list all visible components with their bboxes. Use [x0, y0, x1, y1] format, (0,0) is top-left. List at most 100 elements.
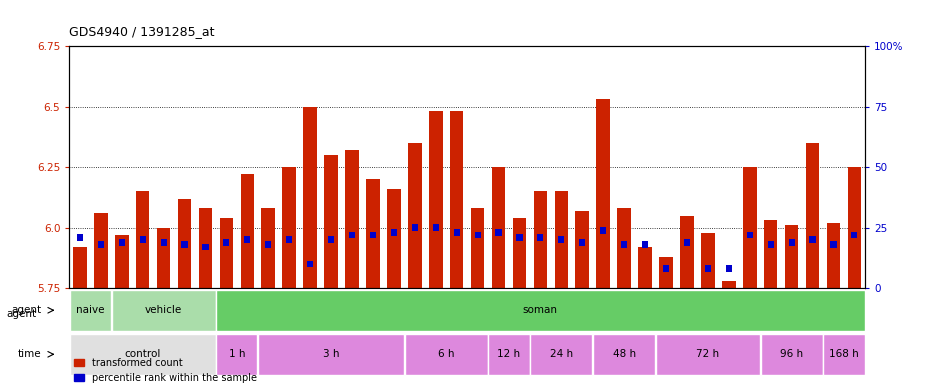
- Bar: [69, 334, 216, 374]
- Bar: [387, 189, 401, 288]
- Bar: [722, 281, 735, 288]
- Bar: [404, 334, 487, 374]
- Bar: [530, 334, 592, 374]
- Legend: transformed count, percentile rank within the sample: transformed count, percentile rank withi…: [74, 358, 257, 383]
- Text: 12 h: 12 h: [498, 349, 521, 359]
- Bar: [621, 241, 627, 248]
- Bar: [349, 232, 355, 238]
- Text: 1 h: 1 h: [228, 349, 245, 359]
- Bar: [223, 239, 229, 246]
- Bar: [680, 215, 694, 288]
- Bar: [450, 111, 463, 288]
- Bar: [593, 334, 655, 374]
- Text: soman: soman: [523, 305, 558, 315]
- Bar: [492, 167, 505, 288]
- Bar: [851, 232, 857, 238]
- Bar: [537, 234, 544, 241]
- Bar: [471, 209, 485, 288]
- Bar: [827, 223, 840, 288]
- Text: agent: agent: [11, 305, 42, 315]
- Text: vehicle: vehicle: [145, 305, 182, 315]
- Bar: [600, 227, 606, 233]
- Bar: [726, 265, 732, 272]
- Bar: [73, 247, 87, 288]
- Text: 96 h: 96 h: [780, 349, 803, 359]
- Bar: [216, 334, 257, 374]
- Bar: [453, 229, 460, 236]
- Bar: [156, 228, 170, 288]
- Bar: [118, 239, 125, 246]
- Bar: [161, 239, 166, 246]
- Bar: [112, 290, 216, 331]
- Bar: [345, 150, 359, 288]
- Bar: [617, 209, 631, 288]
- Text: 24 h: 24 h: [549, 349, 573, 359]
- Bar: [597, 99, 610, 288]
- Bar: [823, 334, 865, 374]
- Bar: [684, 239, 690, 246]
- Bar: [69, 290, 111, 331]
- Bar: [579, 239, 586, 246]
- Bar: [496, 229, 501, 236]
- Bar: [760, 334, 822, 374]
- Bar: [115, 235, 129, 288]
- Bar: [244, 237, 251, 243]
- Bar: [663, 265, 669, 272]
- Bar: [181, 241, 188, 248]
- Bar: [408, 143, 422, 288]
- Bar: [140, 237, 146, 243]
- Bar: [328, 237, 334, 243]
- Bar: [219, 218, 233, 288]
- Bar: [178, 199, 191, 288]
- Text: agent: agent: [6, 310, 37, 319]
- Bar: [660, 257, 672, 288]
- Bar: [94, 213, 107, 288]
- Bar: [433, 224, 438, 231]
- Bar: [199, 209, 212, 288]
- Text: 168 h: 168 h: [829, 349, 858, 359]
- Bar: [203, 244, 208, 250]
- Text: 3 h: 3 h: [323, 349, 339, 359]
- Bar: [764, 220, 778, 288]
- Bar: [98, 241, 104, 248]
- Bar: [77, 234, 83, 241]
- Text: time: time: [18, 349, 42, 359]
- Bar: [847, 167, 861, 288]
- Bar: [216, 290, 865, 331]
- Bar: [642, 241, 648, 248]
- Bar: [303, 107, 317, 288]
- Bar: [831, 241, 836, 248]
- Bar: [488, 334, 530, 374]
- Text: GDS4940 / 1391285_at: GDS4940 / 1391285_at: [69, 25, 215, 38]
- Text: 48 h: 48 h: [612, 349, 635, 359]
- Bar: [262, 209, 275, 288]
- Text: naive: naive: [76, 305, 105, 315]
- Bar: [286, 237, 292, 243]
- Bar: [475, 232, 481, 238]
- Bar: [429, 111, 442, 288]
- Bar: [325, 155, 338, 288]
- Bar: [809, 237, 816, 243]
- Bar: [412, 224, 418, 231]
- Text: 72 h: 72 h: [697, 349, 720, 359]
- Bar: [282, 167, 296, 288]
- Bar: [516, 234, 523, 241]
- Text: control: control: [125, 349, 161, 359]
- Bar: [559, 237, 564, 243]
- Bar: [390, 229, 397, 236]
- Bar: [307, 261, 314, 267]
- Bar: [366, 179, 380, 288]
- Bar: [136, 191, 150, 288]
- Bar: [265, 241, 271, 248]
- Bar: [788, 239, 795, 246]
- Bar: [240, 174, 254, 288]
- Bar: [806, 143, 820, 288]
- Bar: [784, 225, 798, 288]
- Bar: [656, 334, 760, 374]
- Bar: [554, 191, 568, 288]
- Bar: [512, 218, 526, 288]
- Bar: [746, 232, 753, 238]
- Bar: [701, 233, 715, 288]
- Bar: [743, 167, 757, 288]
- Text: 6 h: 6 h: [438, 349, 454, 359]
